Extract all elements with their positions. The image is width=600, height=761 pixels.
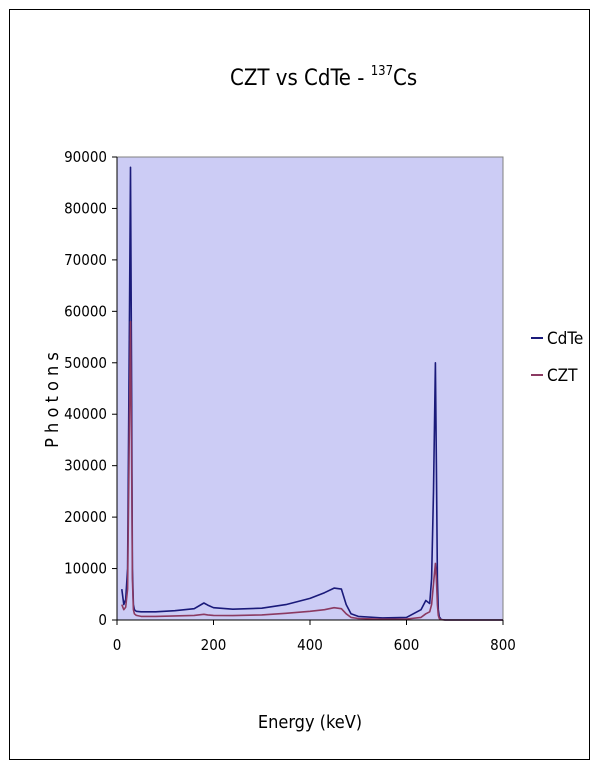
legend-label-cdte: CdTe bbox=[547, 329, 583, 349]
y-tick-label: 60000 bbox=[64, 302, 107, 320]
x-tick-label: 800 bbox=[490, 636, 516, 654]
plot-area bbox=[116, 156, 504, 621]
x-tick-label: 400 bbox=[297, 636, 323, 654]
y-tick-label: 70000 bbox=[64, 251, 107, 269]
chart-title-isotope-symbol: Cs bbox=[393, 66, 417, 91]
y-axis-title: P h o t o n s bbox=[42, 352, 63, 448]
series-line-czt bbox=[121, 320, 503, 621]
tick-labels: 0100002000030000400005000060000700008000… bbox=[64, 148, 516, 654]
y-tick-label: 80000 bbox=[64, 199, 107, 217]
x-tick-label: 200 bbox=[201, 636, 227, 654]
x-tick-label: 0 bbox=[113, 636, 122, 654]
y-tick-label: 10000 bbox=[64, 560, 107, 578]
y-tick-label: 0 bbox=[98, 611, 107, 629]
chart-title-main: CZT vs CdTe - bbox=[230, 66, 371, 91]
legend: CdTe CZT bbox=[531, 329, 583, 386]
chart-frame bbox=[9, 9, 590, 760]
axis-layer bbox=[112, 156, 504, 625]
legend-label-czt: CZT bbox=[547, 366, 578, 386]
x-axis-title: Energy (keV) bbox=[258, 712, 362, 733]
chart-title-isotope-mass: 137 bbox=[371, 64, 393, 79]
chart-title: CZT vs CdTe - 137Cs bbox=[230, 64, 417, 91]
y-tick-label: 50000 bbox=[64, 354, 107, 372]
y-tick-label: 30000 bbox=[64, 457, 107, 475]
y-tick-label: 40000 bbox=[64, 405, 107, 423]
x-tick-label: 600 bbox=[394, 636, 420, 654]
series-layer bbox=[121, 166, 503, 621]
y-tick-label: 20000 bbox=[64, 508, 107, 526]
y-tick-label: 90000 bbox=[64, 148, 107, 166]
